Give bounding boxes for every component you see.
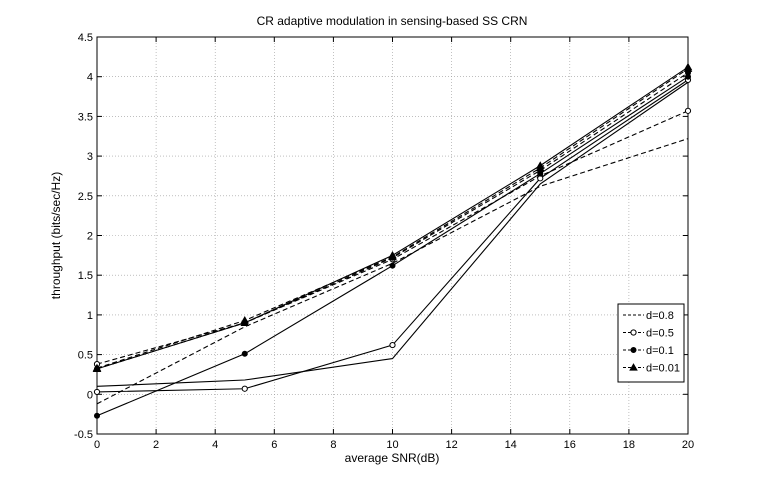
x-tick-label: 2 bbox=[153, 439, 159, 451]
series-line bbox=[96, 81, 689, 387]
y-tick-label: 0 bbox=[87, 389, 93, 401]
legend-label: d=0.5 bbox=[646, 328, 674, 340]
data-point bbox=[535, 161, 545, 169]
data-point bbox=[537, 170, 544, 177]
data-point bbox=[92, 364, 102, 372]
data-point bbox=[240, 318, 250, 326]
series-5 bbox=[94, 73, 692, 419]
axis-ticks: 0 2 4 6 8 10 12 14 16 18 20-0.500.511.522.533.544.… bbox=[74, 32, 694, 451]
y-tick-label: 1 bbox=[87, 310, 93, 322]
data-point bbox=[389, 341, 396, 349]
y-tick-label: 0.5 bbox=[78, 350, 93, 362]
legend-item: d=0.01 bbox=[623, 363, 680, 375]
series-2 bbox=[93, 107, 692, 368]
data-point bbox=[241, 350, 248, 357]
y-axis-label: throughput (bits/sec/Hz) bbox=[49, 172, 63, 299]
data-point bbox=[241, 385, 248, 392]
grid bbox=[97, 37, 688, 434]
series-1 bbox=[96, 81, 689, 387]
legend-label: d=0.8 bbox=[646, 310, 674, 322]
x-tick-label: 10 bbox=[386, 439, 398, 451]
data-point bbox=[683, 62, 693, 71]
x-tick-label: 14 bbox=[505, 439, 517, 451]
data-point bbox=[685, 73, 692, 80]
y-tick-label: 1.5 bbox=[78, 270, 93, 282]
x-tick-label: 20 bbox=[682, 439, 694, 451]
x-tick-label: 12 bbox=[445, 439, 457, 451]
y-tick-label: 3.5 bbox=[78, 111, 93, 123]
legend-label: d=0.01 bbox=[646, 363, 680, 375]
x-axis-label: average SNR(dB) bbox=[345, 451, 440, 465]
data-point bbox=[684, 107, 692, 114]
legend-swatch-marker bbox=[630, 346, 637, 353]
x-tick-label: 16 bbox=[564, 439, 576, 451]
series-0 bbox=[96, 138, 689, 405]
legend-label: d=0.1 bbox=[646, 345, 674, 357]
legend-item: d=0.5 bbox=[623, 328, 674, 340]
data-point bbox=[388, 250, 397, 259]
legend-swatch-marker bbox=[630, 329, 637, 336]
x-tick-label: 18 bbox=[623, 439, 635, 451]
y-tick-label: 2.5 bbox=[78, 191, 93, 203]
legend-item: d=0.8 bbox=[623, 310, 674, 322]
series-layer bbox=[92, 62, 693, 419]
data-point bbox=[94, 412, 101, 419]
legend-item: d=0.1 bbox=[623, 345, 674, 357]
y-tick-label: 4.5 bbox=[78, 32, 93, 44]
y-tick-label: 3 bbox=[87, 151, 93, 163]
x-tick-label: 4 bbox=[212, 439, 218, 451]
legend-box bbox=[617, 303, 685, 383]
data-point bbox=[389, 262, 396, 269]
x-tick-label: 0 bbox=[94, 439, 100, 451]
y-tick-label: 2 bbox=[87, 231, 93, 243]
y-tick-label: -0.5 bbox=[74, 429, 93, 441]
series-3 bbox=[93, 76, 692, 396]
series-line bbox=[96, 138, 689, 405]
x-tick-label: 8 bbox=[330, 439, 336, 451]
x-tick-label: 6 bbox=[271, 439, 277, 451]
legend: d=0.8 d=0.5 d=0.1 d=0.01 bbox=[617, 303, 685, 383]
legend-swatch-marker bbox=[629, 363, 638, 371]
chart-title: CR adaptive modulation in sensing-based … bbox=[257, 14, 528, 28]
series-line bbox=[96, 68, 689, 369]
data-point bbox=[93, 388, 101, 396]
y-tick-label: 4 bbox=[87, 72, 93, 84]
series-7 bbox=[92, 62, 693, 372]
